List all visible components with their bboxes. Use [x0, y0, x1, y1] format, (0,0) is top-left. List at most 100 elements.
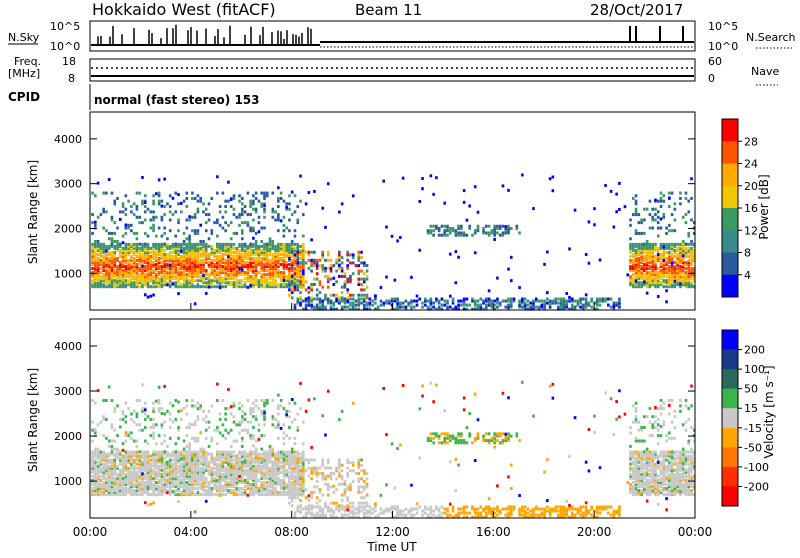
power-cell	[438, 306, 441, 309]
power-cell	[158, 194, 161, 197]
power-cell	[577, 300, 580, 303]
power-cell	[327, 278, 330, 281]
power-cell	[277, 205, 280, 208]
power-cell	[687, 235, 690, 238]
velocity-cell	[205, 500, 208, 503]
velocity-cell	[100, 483, 103, 486]
power-cell	[144, 201, 147, 204]
power-cell	[352, 256, 355, 259]
power-cell	[615, 193, 618, 196]
velocity-cell	[280, 465, 283, 468]
velocity-cell	[183, 407, 186, 410]
power-cell	[197, 194, 200, 197]
power-cell	[238, 279, 241, 282]
power-cell	[197, 208, 200, 211]
power-cell	[247, 286, 250, 289]
velocity-cell	[163, 450, 166, 453]
power-cell	[210, 279, 213, 282]
power-cell	[421, 302, 424, 305]
nsky-tick-top: 10^5	[50, 20, 80, 33]
velocity-cell	[199, 493, 202, 496]
power-cell	[102, 243, 105, 246]
power-cell	[502, 300, 505, 303]
power-cell	[360, 278, 363, 281]
velocity-cell	[266, 481, 269, 484]
power-cell	[144, 218, 147, 221]
power-cell	[155, 243, 158, 246]
power-cell	[687, 243, 690, 246]
velocity-cell	[227, 407, 230, 410]
power-cell	[685, 213, 688, 216]
power-cell	[432, 229, 435, 232]
power-cell	[532, 300, 535, 303]
velocity-cell	[296, 487, 299, 490]
power-cell	[266, 243, 269, 246]
velocity-cell	[213, 429, 216, 432]
power-cell	[255, 257, 258, 260]
power-cell	[679, 197, 682, 200]
power-cell	[177, 218, 180, 221]
velocity-cell	[113, 477, 116, 480]
power-cell	[296, 272, 299, 275]
power-cell	[235, 216, 238, 219]
power-cell	[646, 240, 649, 243]
velocity-cell	[235, 440, 238, 443]
power-cell	[149, 251, 152, 254]
power-cell	[158, 243, 161, 246]
power-cell	[355, 300, 358, 303]
velocity-cell	[166, 451, 169, 454]
velocity-cell	[288, 426, 291, 429]
power-cell	[418, 298, 421, 301]
power-cell	[180, 202, 183, 205]
station-title: Hokkaido West (fitACF)	[92, 0, 276, 19]
velocity-cell	[197, 402, 200, 405]
power-cell	[424, 298, 427, 301]
power-cell	[391, 235, 394, 238]
power-cell	[402, 306, 405, 309]
velocity-cell	[224, 467, 227, 470]
power-cell	[499, 302, 502, 305]
power-cell	[102, 227, 105, 230]
power-cell	[371, 304, 374, 307]
power-cell	[291, 291, 294, 294]
power-cell	[338, 300, 341, 303]
power-cell	[310, 251, 313, 254]
velocity-cell	[141, 472, 144, 475]
power-cell	[247, 261, 250, 264]
velocity-cell	[158, 434, 161, 437]
power-cell	[660, 253, 663, 256]
velocity-cell	[252, 407, 255, 410]
power-cell	[252, 275, 255, 278]
velocity-cell	[296, 467, 299, 470]
power-cell	[272, 210, 275, 213]
velocity-cell	[111, 445, 114, 448]
power-cell	[321, 251, 324, 254]
power-cell	[435, 225, 438, 228]
power-cell	[291, 275, 294, 278]
power-cell	[349, 278, 352, 281]
power-cell	[493, 238, 496, 241]
velocity-cell	[294, 512, 297, 515]
velocity-cell	[288, 471, 291, 474]
power-cell	[208, 218, 211, 221]
velocity-cell	[136, 467, 139, 470]
colorbar-segment	[722, 208, 738, 231]
velocity-cell	[272, 418, 275, 421]
velocity-cell	[230, 429, 233, 432]
power-cell	[687, 255, 690, 258]
velocity-cell	[277, 421, 280, 424]
velocity-cell	[233, 440, 236, 443]
power-cell	[335, 280, 338, 283]
power-cell	[222, 265, 225, 268]
power-cell	[427, 306, 430, 309]
colorbar-segment	[722, 164, 738, 187]
nave-tick-bottom: 0	[708, 72, 715, 85]
power-cell	[180, 255, 183, 258]
velocity-cell	[97, 423, 100, 426]
velocity-cell	[136, 399, 139, 402]
power-cell	[310, 264, 313, 267]
power-cell	[272, 192, 275, 195]
power-cell	[446, 225, 449, 228]
power-cell	[269, 240, 272, 243]
power-cell	[496, 298, 499, 301]
